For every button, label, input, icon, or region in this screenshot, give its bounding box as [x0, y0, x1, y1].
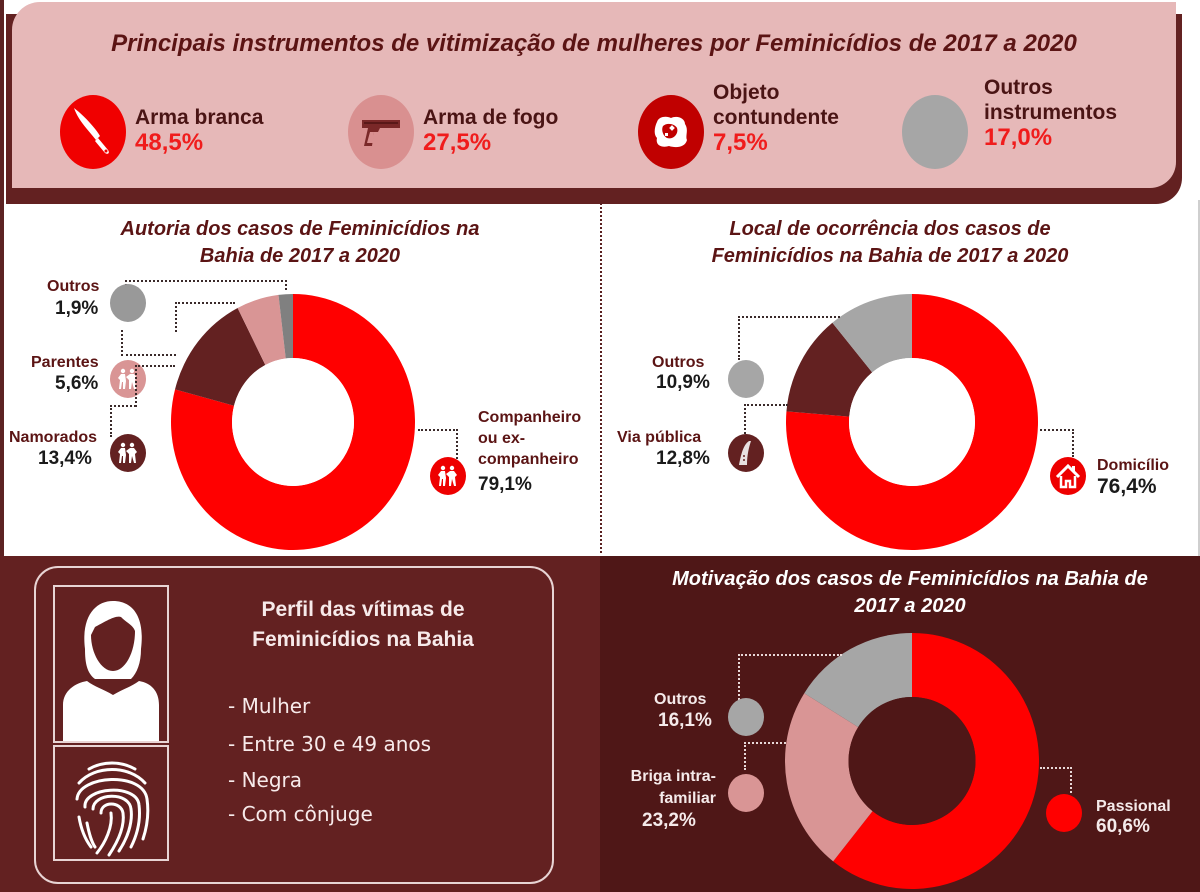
donut-slice-via-p-blica — [786, 322, 873, 417]
legend-value-passional: 60,6% — [1096, 816, 1150, 837]
instruments-title: Principais instrumentos de vitimização d… — [111, 30, 1077, 57]
profile-title-line1: Perfil das vítimas de — [261, 598, 465, 621]
legend-label-briga: Briga intra- familiar — [630, 768, 716, 807]
legend-value-domicilio: 76,4% — [1097, 475, 1157, 498]
legend-label-namorados: Namorados — [9, 429, 98, 446]
leader-line-parentes-b — [175, 302, 235, 332]
instrument-outros: Outros instrumentos 17,0% — [902, 76, 1172, 175]
leader-line-parentes-a — [121, 330, 176, 356]
legend-value-outros: 10,9% — [656, 372, 710, 393]
chart-motivacao-donut — [785, 633, 1039, 889]
legend-value-outros: 1,9% — [55, 298, 99, 319]
donut-slice-passional — [833, 633, 1039, 889]
instrument-value: 7,5% — [713, 129, 768, 156]
profile-item: - Com cônjuge — [228, 802, 373, 826]
donut-slice-outros — [832, 294, 912, 373]
couple-icon — [110, 434, 146, 472]
legend-value-via-publica: 12,8% — [656, 448, 710, 469]
donut-hole — [848, 697, 976, 825]
legend-label-outros: Outros — [654, 691, 707, 708]
instrument-label-line2: instrumentos — [984, 101, 1118, 124]
road-icon — [728, 434, 764, 472]
instrument-value: 27,5% — [423, 129, 492, 156]
chart-title-line2: Feminicídios na Bahia de 2017 a 2020 — [711, 245, 1069, 267]
house-icon — [1050, 457, 1086, 495]
instrument-label: Objeto — [713, 81, 780, 104]
couple-icon — [430, 457, 466, 495]
chart-title-line1: Local de ocorrência dos casos de — [729, 218, 1051, 240]
leader-line-passional — [1040, 767, 1072, 793]
chart-title-line2: 2017 a 2020 — [854, 595, 966, 617]
leader-line-outros — [125, 280, 287, 290]
legend-value-namorados: 13,4% — [38, 448, 92, 469]
donut-slice-briga-intra-familiar — [785, 693, 873, 862]
profile-item: - Mulher — [228, 694, 311, 718]
legend-value-companheiro: 79,1% — [478, 474, 532, 495]
instrument-objeto-contundente: Objeto contundente 7,5% — [638, 81, 898, 175]
instrument-value: 48,5% — [135, 129, 204, 156]
legend-dot-outros — [728, 360, 764, 398]
instrument-label: Arma branca — [135, 106, 264, 129]
frame-border-left — [0, 0, 4, 556]
knife-icon — [60, 95, 126, 169]
chart-title-line1: Autoria dos casos de Feminicídios na — [120, 218, 480, 240]
gun-icon — [348, 95, 414, 169]
chart-autoria-title: Autoria dos casos de Feminicídios na Bah… — [60, 216, 540, 270]
legend-label-domicilio: Domicílio — [1097, 457, 1170, 474]
legend-label-outros: Outros — [47, 278, 100, 295]
donut-slice-outros — [278, 294, 293, 359]
legend-dot-briga — [728, 774, 764, 812]
donut-slice-companheiro-ou-ex-companheiro — [170, 294, 415, 550]
instrument-label: Arma de fogo — [423, 106, 559, 129]
legend-label-outros: Outros — [652, 354, 705, 371]
leader-line-outros — [738, 316, 840, 360]
instruments-banner — [12, 2, 1176, 188]
legend-label-passional: Passional — [1096, 798, 1171, 815]
profile-card — [34, 566, 554, 884]
leader-line-briga — [744, 742, 786, 770]
instrument-label-line2: contundente — [713, 106, 839, 129]
legend-value-parentes: 5,6% — [55, 373, 99, 394]
woman-avatar-icon — [53, 585, 169, 743]
chart-motivacao-title: Motivação dos casos de Feminicídios na B… — [620, 566, 1200, 620]
leader-line-companheiro — [418, 429, 458, 459]
legend-label-via-publica: Via pública — [617, 429, 702, 446]
instrument-arma-de-fogo: Arma de fogo 27,5% — [348, 95, 608, 175]
legend-dot-passional — [1046, 794, 1082, 832]
leader-line-via-publica — [744, 404, 788, 434]
chart-local-donut — [786, 294, 1038, 550]
donut-slice-domic-lio — [786, 294, 1038, 550]
section-divider — [600, 203, 602, 553]
legend-dot-outros — [728, 698, 764, 736]
profile-title: Perfil das vítimas de Feminicídios na Ba… — [198, 595, 528, 655]
leader-line-domicilio — [1040, 429, 1074, 457]
gray-circle-icon — [902, 95, 968, 169]
instrument-value: 17,0% — [984, 124, 1053, 151]
donut-slice-parentes — [237, 294, 286, 365]
profile-item: - Entre 30 e 49 anos — [228, 732, 432, 756]
rock-icon — [638, 95, 704, 169]
leader-line-outros — [738, 654, 842, 700]
donut-hole — [849, 358, 975, 486]
leader-line-namorados-a — [110, 405, 136, 437]
frame-border-right — [1198, 200, 1200, 556]
leader-line-namorados-b — [135, 365, 175, 407]
profile-title-line2: Feminicídios na Bahia — [252, 628, 474, 651]
donut-slice-outros — [804, 633, 912, 728]
donut-slice-namorados — [175, 307, 266, 406]
legend-label-companheiro: Companheiro ou ex- companheiro — [478, 409, 582, 468]
profile-item: - Negra — [228, 768, 303, 792]
fingerprint-icon — [53, 745, 169, 861]
instrument-arma-branca: Arma branca 48,5% — [60, 95, 320, 175]
legend-label-parentes: Parentes — [31, 354, 99, 371]
legend-dot-outros — [110, 284, 146, 322]
chart-local-title: Local de ocorrência dos casos de Feminic… — [640, 216, 1140, 270]
donut-hole — [232, 358, 354, 486]
chart-title-line1: Motivação dos casos de Feminicídios na B… — [672, 568, 1148, 590]
chart-autoria-donut — [170, 294, 415, 550]
legend-value-outros: 16,1% — [658, 710, 712, 731]
legend-value-briga: 23,2% — [642, 810, 696, 831]
instrument-label: Outros — [984, 76, 1053, 99]
chart-title-line2: Bahia de 2017 a 2020 — [199, 245, 401, 267]
